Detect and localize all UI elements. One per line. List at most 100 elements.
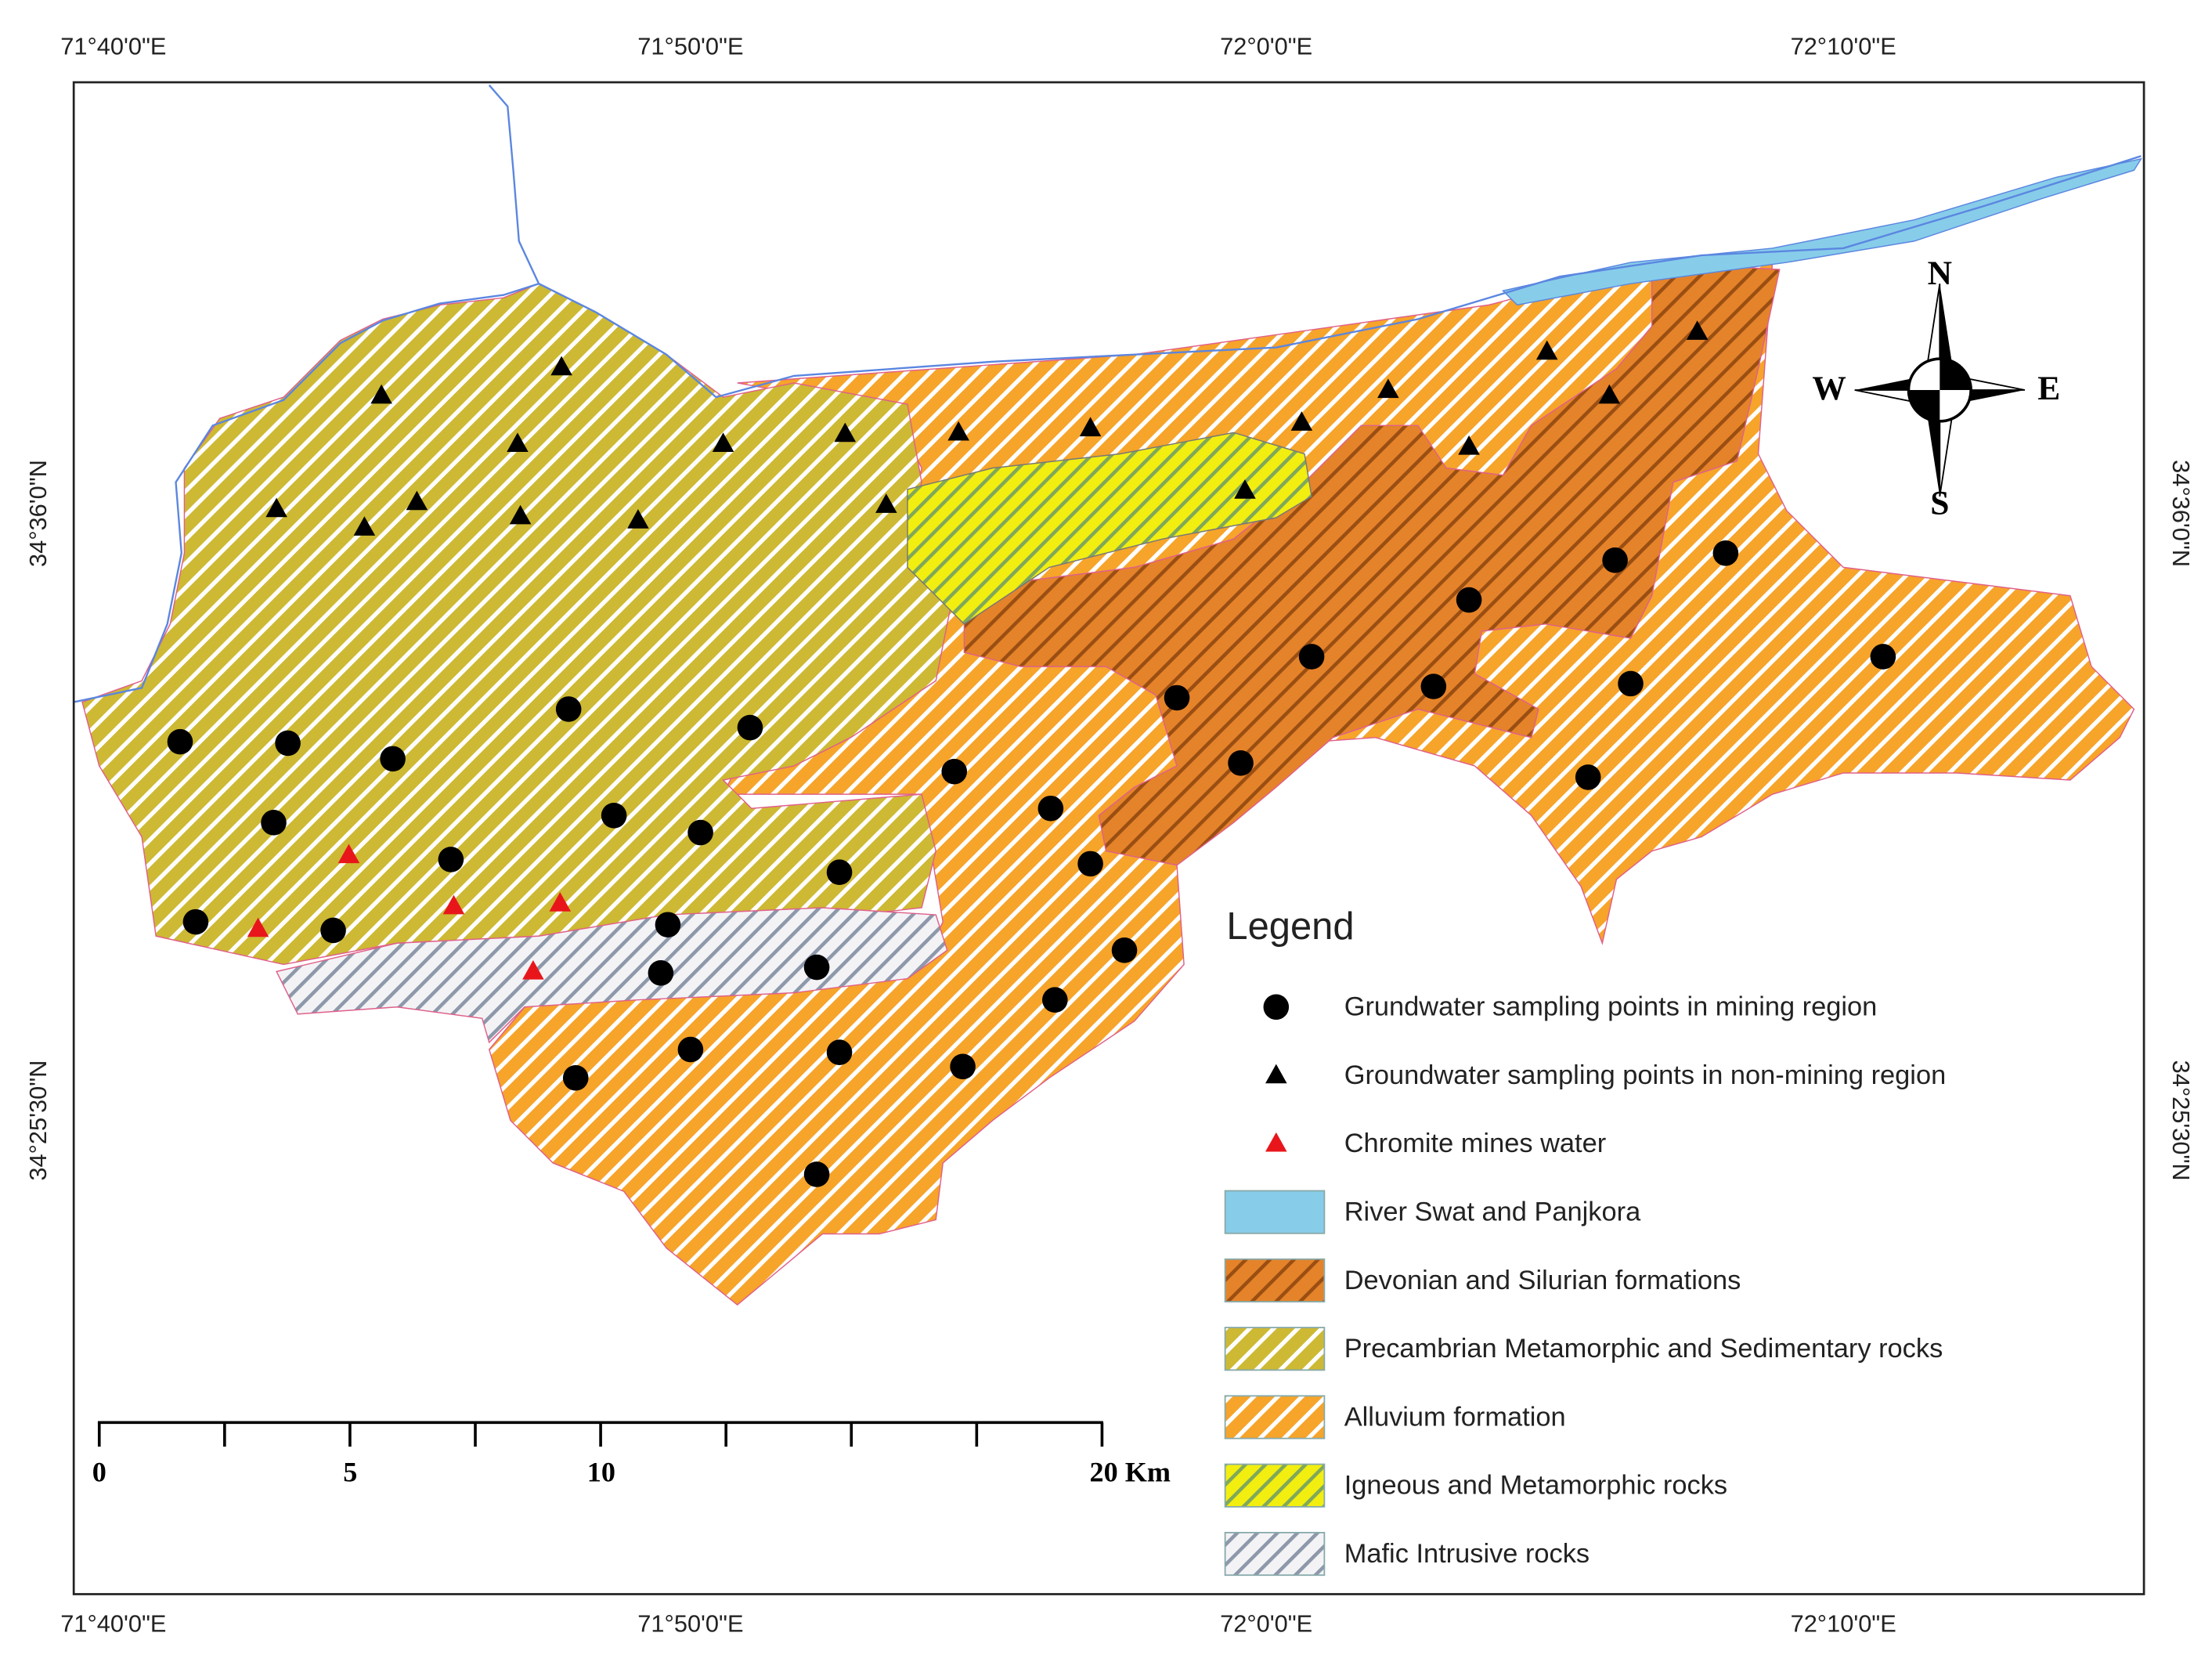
coord-label: 34°36'0"N bbox=[2167, 460, 2195, 567]
legend-swatch bbox=[1224, 1190, 1326, 1234]
legend-swatch bbox=[1224, 1258, 1326, 1302]
non-mining-point bbox=[834, 422, 857, 442]
non-mining-point bbox=[370, 384, 392, 404]
legend-label: Igneous and Metamorphic rocks bbox=[1344, 1471, 1727, 1501]
legend-swatch bbox=[1224, 1531, 1326, 1577]
legend-label: Alluvium formation bbox=[1344, 1402, 1566, 1432]
non-mining-point bbox=[1290, 411, 1313, 431]
mining-point bbox=[438, 847, 464, 872]
chromite-point bbox=[247, 917, 269, 937]
devonian bbox=[963, 262, 1781, 866]
mining-point bbox=[1712, 540, 1739, 566]
mining-point bbox=[1298, 644, 1325, 670]
mining-point bbox=[275, 730, 301, 757]
legend-swatch bbox=[1224, 1395, 1326, 1439]
coord-label: 72°0'0"E bbox=[1220, 1609, 1312, 1637]
chromite-point bbox=[337, 843, 360, 864]
non-mining-point bbox=[353, 516, 376, 536]
scale-label: 0 bbox=[92, 1457, 106, 1488]
non-mining-point bbox=[1686, 320, 1709, 340]
coord-label: 34°25'30"N bbox=[2167, 1060, 2195, 1181]
scale-label: 10 bbox=[587, 1457, 615, 1488]
legend: Legend Grundwater sampling points in min… bbox=[1224, 905, 1946, 1577]
coord-label: 71°50'0"E bbox=[637, 33, 743, 60]
mining-point bbox=[1602, 547, 1628, 573]
mining-point bbox=[737, 714, 763, 741]
mining-point bbox=[182, 908, 209, 935]
mining-point bbox=[1042, 987, 1068, 1013]
legend-swatch bbox=[1224, 1463, 1326, 1508]
mining-point bbox=[1077, 851, 1103, 877]
coord-label: 71°40'0"E bbox=[60, 1609, 166, 1637]
mining-point bbox=[601, 802, 627, 829]
sampling-points bbox=[167, 320, 1896, 1187]
non-mining-point bbox=[550, 356, 572, 376]
legend-label: Precambrian Metamorphic and Sedimentary … bbox=[1344, 1334, 1943, 1364]
mining-point bbox=[950, 1053, 976, 1080]
mining-point bbox=[562, 1065, 589, 1091]
legend-label: Grundwater sampling points in mining reg… bbox=[1344, 992, 1878, 1022]
non-mining-point bbox=[507, 432, 529, 452]
mining-point bbox=[1037, 795, 1064, 822]
geology bbox=[73, 84, 2142, 1306]
non-mining-point bbox=[1458, 435, 1480, 455]
legend-label: Devonian and Silurian formations bbox=[1344, 1266, 1741, 1295]
non-mining-point bbox=[1598, 384, 1621, 404]
mining-point bbox=[826, 859, 853, 886]
frame bbox=[72, 81, 2145, 1595]
mining-point bbox=[261, 810, 287, 836]
mining-point bbox=[320, 917, 346, 944]
legend-label: Chromite mines water bbox=[1344, 1129, 1606, 1158]
igneous bbox=[907, 432, 1312, 625]
mining-point bbox=[1228, 750, 1254, 776]
mining-point bbox=[648, 960, 674, 986]
non-mining-point bbox=[712, 432, 734, 452]
legend-symbol bbox=[1263, 994, 1290, 1020]
non-mining-point bbox=[265, 497, 287, 518]
mining-point bbox=[803, 954, 830, 981]
scale-bar: 0 5 10 20 Km bbox=[92, 1421, 1171, 1488]
coord-label: 71°50'0"E bbox=[637, 1609, 743, 1637]
coord-label: 72°0'0"E bbox=[1220, 33, 1312, 60]
legend-label: River Swat and Panjkora bbox=[1344, 1197, 1641, 1227]
compass: N S E W bbox=[1812, 255, 2060, 522]
mining-point bbox=[1111, 937, 1138, 963]
non-mining-point bbox=[406, 490, 428, 511]
mafic bbox=[276, 907, 948, 1044]
mining-point bbox=[1456, 587, 1482, 613]
legend-label: Mafic Intrusive rocks bbox=[1344, 1539, 1590, 1569]
mining-point bbox=[1575, 764, 1601, 790]
coord-label: 71°40'0"E bbox=[60, 33, 166, 60]
non-mining-point bbox=[1234, 479, 1256, 499]
legend-symbol bbox=[1265, 1064, 1287, 1084]
non-mining-point bbox=[627, 509, 649, 529]
mining-point bbox=[1164, 685, 1190, 711]
non-mining-point bbox=[947, 421, 969, 441]
chromite-point bbox=[442, 894, 465, 915]
mining-point bbox=[167, 728, 193, 755]
non-mining-point bbox=[875, 493, 897, 513]
river bbox=[488, 84, 2142, 399]
mining-point bbox=[380, 746, 406, 772]
mining-point bbox=[1870, 644, 1896, 670]
scale-label: 20 Km bbox=[1089, 1457, 1171, 1488]
mining-point bbox=[677, 1036, 704, 1063]
mining-point bbox=[687, 819, 713, 846]
river-band bbox=[1502, 157, 2142, 306]
coord-label: 34°36'0"N bbox=[24, 460, 52, 567]
mining-point bbox=[826, 1039, 853, 1066]
compass-label: W bbox=[1812, 370, 1846, 407]
mining-point bbox=[555, 696, 582, 722]
coord-label: 72°10'0"E bbox=[1791, 33, 1896, 60]
mining-point bbox=[1618, 670, 1644, 697]
chromite-point bbox=[522, 960, 544, 980]
non-mining-point bbox=[1535, 340, 1558, 360]
compass-label: N bbox=[1928, 255, 1952, 292]
non-mining-point bbox=[509, 504, 532, 525]
mining-point bbox=[941, 758, 968, 785]
non-mining-point bbox=[1079, 417, 1102, 437]
compass-label: S bbox=[1930, 484, 1949, 522]
coord-label: 72°10'0"E bbox=[1791, 1609, 1896, 1637]
non-mining-point bbox=[1377, 378, 1399, 399]
